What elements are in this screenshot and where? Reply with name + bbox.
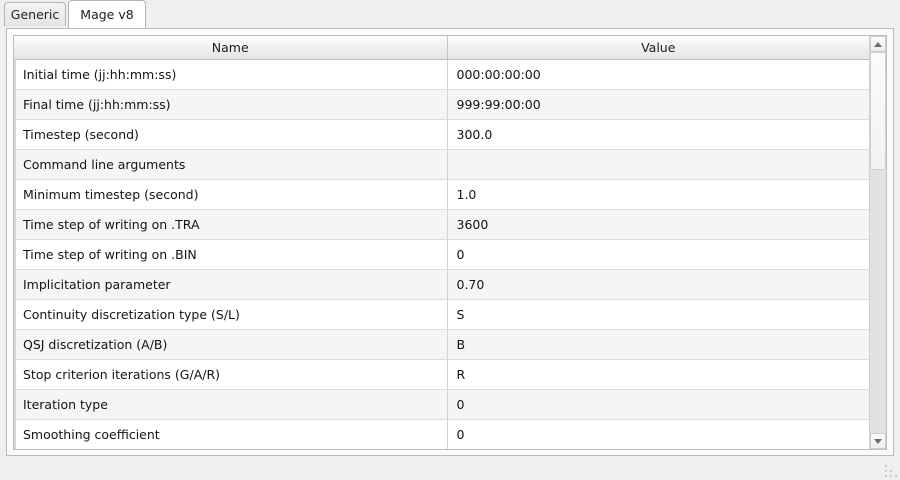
- cell-name: Stop criterion iterations (G/A/R): [14, 359, 448, 390]
- table-row[interactable]: Smoothing coefficient 0: [14, 419, 869, 449]
- table-row[interactable]: Time step of writing on .TRA 3600: [14, 209, 869, 240]
- triangle-up-icon: [874, 41, 882, 47]
- cell-value[interactable]: 1.0: [447, 179, 869, 210]
- scrollbar-track[interactable]: [870, 52, 886, 433]
- cell-name: QSJ discretization (A/B): [14, 329, 448, 360]
- table-row[interactable]: Command line arguments: [14, 149, 869, 180]
- column-header-name[interactable]: Name: [14, 36, 448, 60]
- parameters-table: Name Value Initial time (jj:hh:mm:ss) 000…: [14, 36, 869, 449]
- scroll-up-button[interactable]: [870, 36, 886, 52]
- parameters-panel: Name Value Initial time (jj:hh:mm:ss) 000…: [6, 28, 894, 456]
- cell-value[interactable]: 000:00:00:00: [447, 59, 869, 90]
- column-header-value[interactable]: Value: [447, 36, 869, 60]
- table-body: Initial time (jj:hh:mm:ss) 000:00:00:00 F…: [14, 59, 869, 449]
- vertical-scrollbar[interactable]: [869, 36, 886, 449]
- scrollbar-thumb[interactable]: [870, 52, 886, 170]
- table-row[interactable]: QSJ discretization (A/B) B: [14, 329, 869, 360]
- triangle-down-icon: [874, 438, 882, 444]
- tab-strip: Generic Mage v8: [0, 0, 900, 28]
- cell-value[interactable]: B: [447, 329, 869, 360]
- cell-name: Time step of writing on .TRA: [14, 209, 448, 240]
- cell-value[interactable]: 0: [447, 389, 869, 420]
- cell-value[interactable]: [447, 149, 869, 180]
- table-row[interactable]: Timestep (second) 300.0: [14, 119, 869, 150]
- cell-value[interactable]: 3600: [447, 209, 869, 240]
- cell-name: Final time (jj:hh:mm:ss): [14, 89, 448, 120]
- table-header-row: Name Value: [14, 36, 869, 60]
- cell-value[interactable]: R: [447, 359, 869, 390]
- cell-name: Initial time (jj:hh:mm:ss): [14, 59, 448, 90]
- scroll-down-button[interactable]: [870, 433, 886, 449]
- cell-value[interactable]: S: [447, 299, 869, 330]
- cell-name: Timestep (second): [14, 119, 448, 150]
- cell-name: Time step of writing on .BIN: [14, 239, 448, 270]
- cell-name: Iteration type: [14, 389, 448, 420]
- cell-value[interactable]: 300.0: [447, 119, 869, 150]
- table-row[interactable]: Final time (jj:hh:mm:ss) 999:99:00:00: [14, 89, 869, 120]
- cell-name: Minimum timestep (second): [14, 179, 448, 210]
- cell-name: Implicitation parameter: [14, 269, 448, 300]
- cell-value[interactable]: 0.70: [447, 269, 869, 300]
- table-row[interactable]: Iteration type 0: [14, 389, 869, 420]
- parameters-table-container: Name Value Initial time (jj:hh:mm:ss) 000…: [13, 35, 887, 450]
- tab-generic-label: Generic: [10, 7, 60, 22]
- table-row[interactable]: Minimum timestep (second) 1.0: [14, 179, 869, 210]
- tab-mage-v8-label: Mage v8: [80, 7, 134, 22]
- table-row[interactable]: Implicitation parameter 0.70: [14, 269, 869, 300]
- cell-value[interactable]: 0: [447, 239, 869, 270]
- cell-name: Smoothing coefficient: [14, 419, 448, 449]
- table-row[interactable]: Time step of writing on .BIN 0: [14, 239, 869, 270]
- tab-mage-v8[interactable]: Mage v8: [68, 0, 146, 28]
- resize-grip-icon[interactable]: [881, 461, 897, 477]
- table-row[interactable]: Stop criterion iterations (G/A/R) R: [14, 359, 869, 390]
- tab-generic[interactable]: Generic: [4, 2, 66, 26]
- cell-value[interactable]: 0: [447, 419, 869, 449]
- cell-value[interactable]: 999:99:00:00: [447, 89, 869, 120]
- table-row[interactable]: Continuity discretization type (S/L) S: [14, 299, 869, 330]
- cell-name: Continuity discretization type (S/L): [14, 299, 448, 330]
- table-row[interactable]: Initial time (jj:hh:mm:ss) 000:00:00:00: [14, 59, 869, 90]
- cell-name: Command line arguments: [14, 149, 448, 180]
